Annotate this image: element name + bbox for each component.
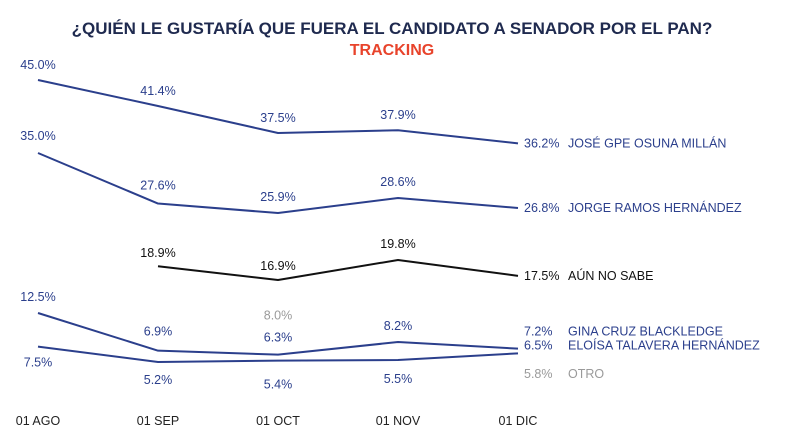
series-name-label: JOSÉ GPE OSUNA MILLÁN xyxy=(568,135,726,150)
series-name-label: ELOÍSA TALAVERA HERNÁNDEZ xyxy=(568,337,760,352)
data-label: 18.9% xyxy=(140,246,175,260)
data-label: 6.9% xyxy=(144,325,173,339)
data-label: 12.5% xyxy=(20,290,55,304)
x-axis-ticks: 01 AGO 01 SEP 01 OCT 01 NOV 01 DIC xyxy=(16,414,538,428)
x-tick-label: 01 DIC xyxy=(499,414,538,428)
data-label: 37.5% xyxy=(260,111,295,125)
x-tick-label: 01 OCT xyxy=(256,414,300,428)
data-label: 5.5% xyxy=(384,372,413,386)
series-name-label: OTRO xyxy=(568,367,604,381)
series-line-3 xyxy=(37,312,519,356)
data-label: 7.2% xyxy=(524,325,553,339)
data-label: 36.2% xyxy=(524,136,559,150)
data-label: 7.5% xyxy=(24,356,53,370)
series-line-0 xyxy=(37,79,519,145)
series-line-4 xyxy=(37,345,519,363)
x-tick-label: 01 NOV xyxy=(376,414,421,428)
data-label: 5.2% xyxy=(144,373,173,387)
data-label: 26.8% xyxy=(524,201,559,215)
data-label: 45.0% xyxy=(20,58,55,72)
data-label: 8.0% xyxy=(264,308,293,322)
data-label: 19.8% xyxy=(380,237,415,251)
data-label: 5.4% xyxy=(264,378,293,392)
data-label: 27.6% xyxy=(140,179,175,193)
data-label: 16.9% xyxy=(260,259,295,273)
x-tick-label: 01 SEP xyxy=(137,414,179,428)
data-label: 6.5% xyxy=(524,338,553,352)
data-label: 25.9% xyxy=(260,190,295,204)
chart-title: ¿QUIÉN LE GUSTARÍA QUE FUERA EL CANDIDAT… xyxy=(72,19,713,38)
series-lines xyxy=(37,79,519,363)
series-name-label: AÚN NO SABE xyxy=(568,268,653,283)
data-label: 6.3% xyxy=(264,331,293,345)
data-label: 41.4% xyxy=(140,84,175,98)
data-label: 5.8% xyxy=(524,367,553,381)
data-label: 35.0% xyxy=(20,129,55,143)
data-label: 28.6% xyxy=(380,175,415,189)
series-name-label: GINA CRUZ BLACKLEDGE xyxy=(568,325,723,339)
x-tick-label: 01 AGO xyxy=(16,414,61,428)
data-labels: 45.0% 41.4% 37.5% 37.9% 36.2% JOSÉ GPE OSUNA … xyxy=(20,58,760,392)
data-label: 37.9% xyxy=(380,108,415,122)
data-label: 17.5% xyxy=(524,269,559,283)
series-line-1 xyxy=(37,152,519,214)
series-name-label: JORGE RAMOS HERNÁNDEZ xyxy=(568,200,742,215)
series-line-2 xyxy=(157,259,519,281)
chart-subtitle: TRACKING xyxy=(350,42,434,59)
data-label: 8.2% xyxy=(384,319,413,333)
